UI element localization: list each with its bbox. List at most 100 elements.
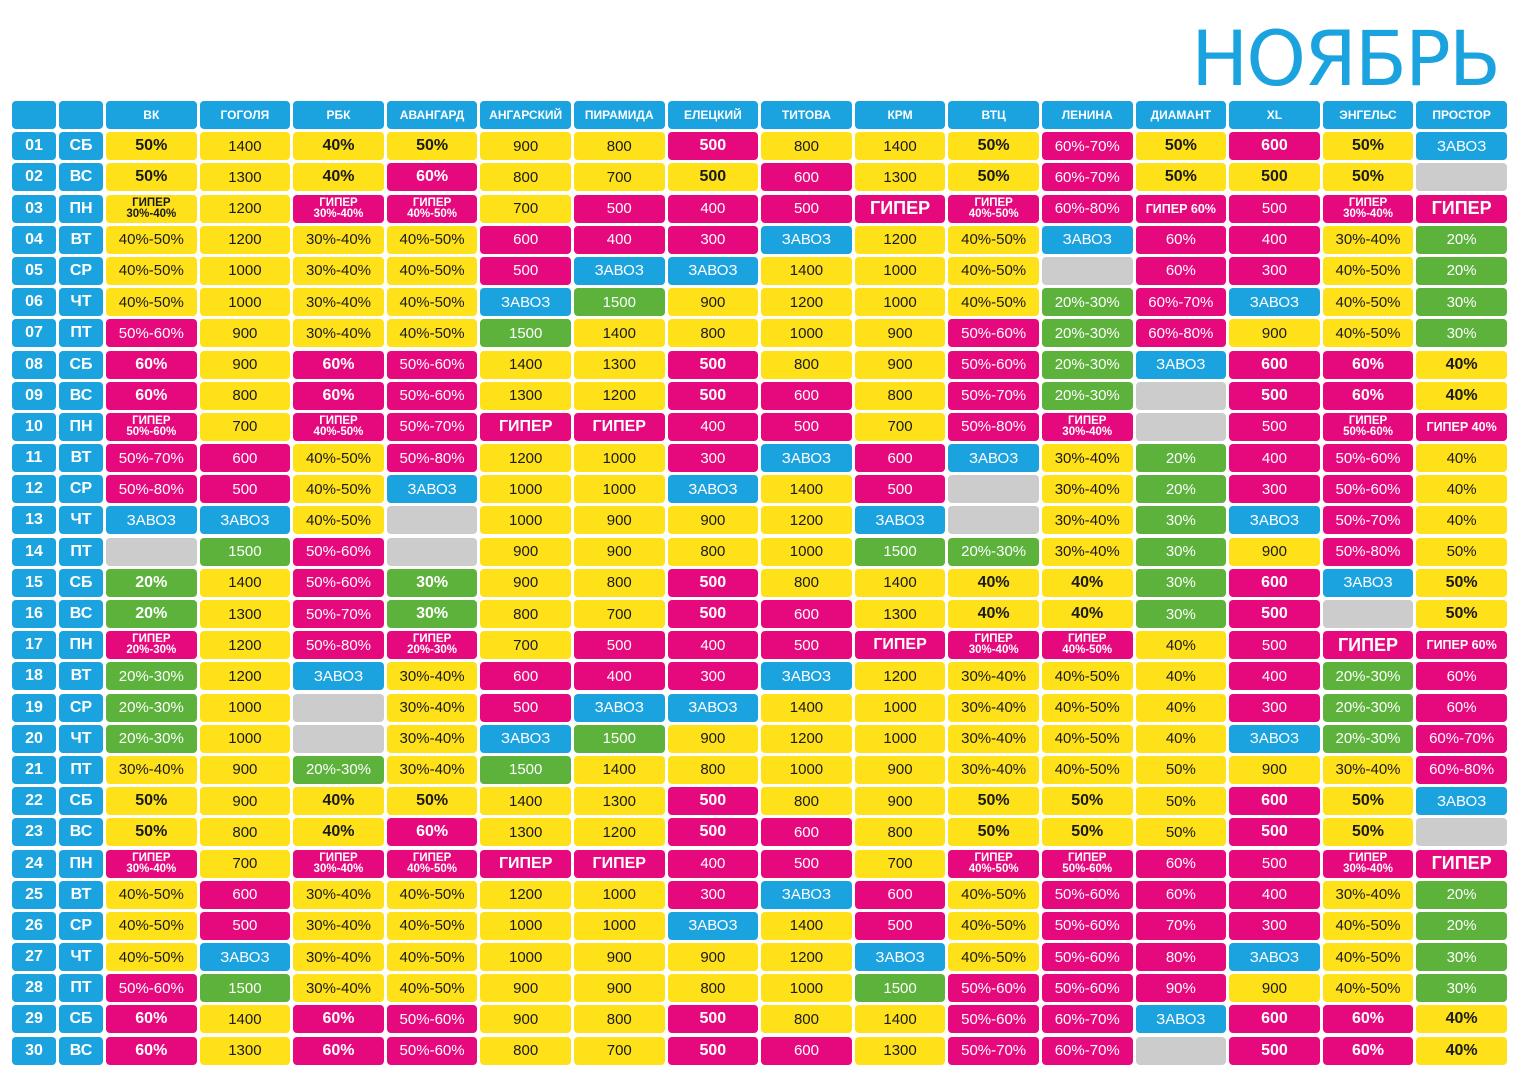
schedule-cell: 1000 [199, 256, 291, 285]
schedule-cell: 400 [667, 412, 759, 441]
date-cell: 05 [12, 256, 56, 285]
schedule-cell: 1200 [761, 943, 852, 972]
schedule-cell: 1500 [573, 724, 665, 753]
schedule-cell: 1400 [199, 132, 291, 161]
schedule-cell: 20% [106, 568, 197, 597]
schedule-cell: 40% [293, 787, 384, 816]
schedule-cell: 1500 [854, 537, 946, 566]
schedule-cell: 30%-40% [386, 724, 478, 753]
schedule-cell: 50% [106, 818, 197, 847]
schedule-cell: 1000 [573, 475, 665, 504]
schedule-cell: 40% [1416, 350, 1507, 379]
schedule-cell: 500 [667, 381, 759, 410]
schedule-cell: 500 [1229, 631, 1320, 660]
schedule-cell: 50% [106, 163, 197, 192]
cell-label: ГИПЕР [132, 851, 171, 864]
schedule-cell: 40% [1416, 444, 1507, 473]
schedule-cell: 600 [199, 444, 291, 473]
table-row: 07 ПТ 50%-60% 900 30%-40% 40%-50% 1500 1400 800 1… [12, 319, 1510, 348]
schedule-cell: 800 [854, 818, 946, 847]
schedule-cell: ЗАВОЗ [199, 943, 291, 972]
schedule-cell: 40%-50% [1322, 288, 1414, 317]
schedule-cell: 40% [1416, 1005, 1507, 1034]
schedule-cell: 50%-60% [106, 319, 197, 348]
schedule-cell: ЗАВОЗ [1135, 1005, 1227, 1034]
schedule-cell: ЗАВОЗ [293, 662, 384, 691]
schedule-cell: 800 [761, 350, 852, 379]
schedule-cell: ЗАВОЗ [1229, 506, 1320, 535]
weekday-cell: ВС [59, 1036, 103, 1065]
schedule-cell: ЗАВОЗ [761, 662, 852, 691]
schedule-cell: 40% [1416, 381, 1507, 410]
schedule-cell: 600 [1229, 1005, 1320, 1034]
schedule-cell: ГИПЕР 40%-50% [293, 412, 384, 441]
schedule-cell: 30%-40% [293, 256, 384, 285]
date-cell: 01 [12, 132, 56, 161]
schedule-cell: 50%-60% [1041, 943, 1133, 972]
schedule-cell: 30%-40% [293, 225, 384, 254]
schedule-cell: 50% [1135, 818, 1227, 847]
schedule-cell: 40%-50% [386, 943, 478, 972]
table-row: 12 СР 50%-80% 500 40%-50% ЗАВОЗ 1000 1000 ЗАВОЗ 1… [12, 475, 1510, 504]
schedule-cell: 1200 [573, 381, 665, 410]
schedule-cell: 40%-50% [948, 880, 1039, 909]
date-cell: 26 [12, 911, 56, 940]
store-header: КРМ [854, 101, 946, 129]
schedule-cell: 400 [1229, 880, 1320, 909]
empty-cell [948, 506, 1039, 535]
schedule-cell: 700 [199, 849, 291, 878]
schedule-cell: ЗАВОЗ [1229, 288, 1320, 317]
cell-label: ГИПЕР [1348, 196, 1388, 209]
schedule-cell: 60% [293, 350, 384, 379]
schedule-cell: 40% [293, 163, 384, 192]
weekday-cell: ВС [59, 600, 103, 628]
date-cell: 28 [12, 974, 56, 1003]
weekday-cell: ВТ [59, 662, 103, 691]
schedule-cell: 40% [1416, 506, 1507, 535]
table-row: 28 ПТ 50%-60% 1500 30%-40% 40%-50% 900 900 800 10… [12, 974, 1510, 1003]
schedule-cell: 60% [1322, 381, 1414, 410]
cell-label: ГИПЕР [974, 633, 1013, 646]
schedule-cell: 800 [761, 787, 852, 816]
cell-range: 30%-40% [1343, 862, 1393, 875]
cell-range: 50%-60% [126, 425, 177, 438]
schedule-cell: 60%-70% [1041, 132, 1133, 161]
store-header: ВТЦ [948, 101, 1039, 129]
date-cell: 17 [12, 631, 56, 660]
schedule-cell: 40% [948, 600, 1039, 628]
schedule-cell: 30%-40% [293, 319, 384, 348]
schedule-cell: 1400 [854, 132, 946, 161]
schedule-cell: 20% [106, 600, 197, 628]
schedule-cell: 500 [573, 631, 665, 660]
schedule-cell: ГИПЕР [573, 412, 665, 441]
schedule-cell: 900 [854, 755, 946, 784]
schedule-cell: ЗАВОЗ [1135, 350, 1227, 379]
weekday-cell: ЧТ [59, 506, 103, 535]
schedule-cell: ЗАВОЗ [854, 943, 946, 972]
schedule-cell: ГИПЕР 50%-60% [106, 412, 197, 441]
schedule-cell: 900 [573, 943, 665, 972]
schedule-cell: 1400 [573, 755, 665, 784]
schedule-cell: 60% [1322, 350, 1414, 379]
schedule-cell: 50%-60% [1041, 880, 1133, 909]
schedule-cell: 30%-40% [948, 724, 1039, 753]
schedule-cell: 20% [1416, 880, 1507, 909]
date-cell: 08 [12, 350, 56, 379]
schedule-cell: ГИПЕР [480, 849, 571, 878]
schedule-cell: 600 [761, 600, 852, 628]
schedule-cell: 300 [667, 880, 759, 909]
schedule-cell: ЗАВОЗ [761, 880, 852, 909]
schedule-cell: 900 [667, 506, 759, 535]
schedule-cell: 20%-30% [948, 537, 1039, 566]
empty-cell [293, 693, 384, 722]
schedule-cell: 600 [1229, 350, 1320, 379]
schedule-cell: ЗАВОЗ [573, 256, 665, 285]
cell-label: ГИПЕР [1068, 414, 1107, 427]
empty-cell [106, 537, 197, 566]
schedule-cell: ЗАВОЗ [667, 693, 759, 722]
cell-label: ГИПЕР [132, 414, 171, 427]
schedule-cell: 400 [667, 631, 759, 660]
schedule-cell: 500 [667, 818, 759, 847]
schedule-cell: 900 [573, 537, 665, 566]
cell-range: 40%-50% [968, 207, 1019, 220]
